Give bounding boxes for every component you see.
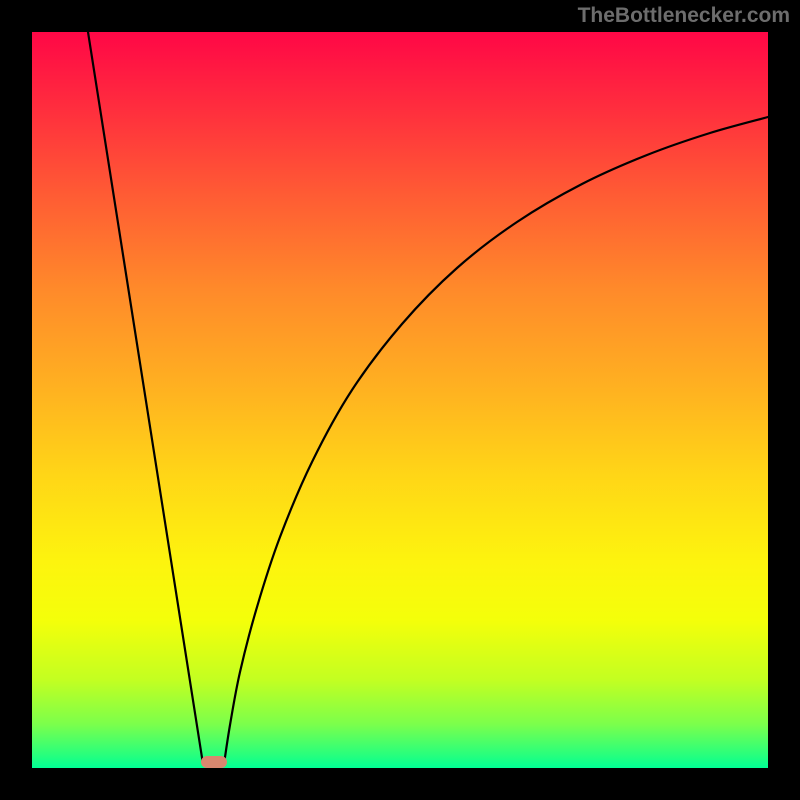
curve-layer — [32, 32, 768, 768]
optimum-marker — [201, 756, 227, 768]
plot-area — [32, 32, 768, 768]
chart-container: TheBottlenecker.com — [0, 0, 800, 800]
watermark-text: TheBottlenecker.com — [578, 4, 790, 28]
left-line — [88, 32, 203, 764]
right-curve — [224, 117, 768, 764]
